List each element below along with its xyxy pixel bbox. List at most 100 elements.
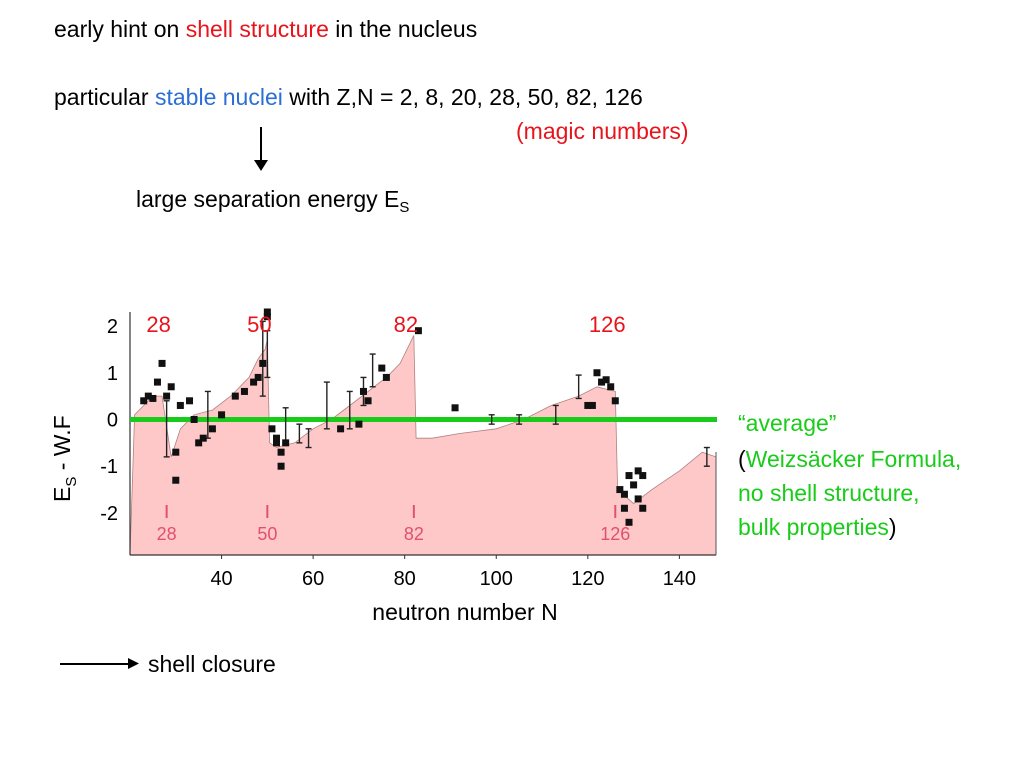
x-axis-title: neutron number N bbox=[372, 599, 557, 625]
data-point-43 bbox=[611, 397, 619, 405]
data-point-31 bbox=[359, 387, 367, 395]
data-point-42 bbox=[607, 383, 615, 391]
x-tick-label-40: 40 bbox=[210, 568, 232, 590]
y-axis-title: ES - W.F bbox=[49, 415, 80, 502]
magic-top-label-82: 82 bbox=[394, 312, 418, 337]
stable-nuclei-text: stable nuclei bbox=[154, 84, 283, 110]
data-point-32 bbox=[364, 397, 372, 405]
data-point-40 bbox=[598, 378, 606, 386]
y-tick-label-0: 0 bbox=[107, 409, 118, 431]
no-shell-structure-text: no shell structure, bbox=[738, 480, 920, 506]
magic-bottom-label-50: 50 bbox=[257, 524, 277, 544]
data-point-51 bbox=[634, 467, 642, 475]
data-point-45 bbox=[620, 490, 628, 498]
data-point-22 bbox=[263, 313, 271, 321]
data-point-18 bbox=[250, 378, 258, 386]
data-point-53 bbox=[639, 504, 647, 512]
header-line-2-post: with Z,N = 2, 8, 20, 28, 50, 82, 126 bbox=[282, 84, 643, 110]
header-line-1-post: in the nucleus bbox=[328, 16, 478, 42]
magic-top-label-126: 126 bbox=[589, 312, 626, 337]
data-point-28 bbox=[282, 439, 290, 447]
y-tick-label-1: 1 bbox=[107, 363, 118, 385]
weizsacker-formula-text: Weizsäcker Formula, bbox=[745, 446, 962, 472]
data-point-44 bbox=[616, 486, 624, 494]
paren-open: ( bbox=[738, 446, 746, 472]
header-line-2-pre: particular bbox=[54, 84, 155, 110]
data-point-12 bbox=[195, 439, 203, 447]
data-point-49 bbox=[630, 481, 638, 489]
x-tick-label-120: 120 bbox=[571, 568, 604, 590]
data-point-9 bbox=[176, 401, 184, 409]
data-point-33 bbox=[378, 364, 386, 372]
data-point-25 bbox=[273, 434, 280, 442]
data-point-4 bbox=[158, 359, 166, 367]
header-line-1-pre: early hint on bbox=[54, 16, 186, 42]
data-point-27 bbox=[277, 462, 285, 470]
data-point-21 bbox=[263, 308, 271, 316]
bulk-properties-line: bulk properties) bbox=[738, 514, 897, 540]
y-tick-label-neg2: -2 bbox=[100, 503, 118, 525]
magic-top-label-50: 50 bbox=[247, 312, 271, 337]
data-point-15 bbox=[218, 411, 226, 419]
data-point-16 bbox=[231, 392, 239, 400]
bulk-properties-text: bulk properties bbox=[738, 514, 889, 540]
y-tick-label-2: 2 bbox=[107, 316, 118, 338]
data-point-46 bbox=[620, 504, 628, 512]
data-point-52 bbox=[639, 472, 647, 480]
x-tick-label-140: 140 bbox=[663, 568, 696, 590]
data-point-8 bbox=[172, 476, 180, 484]
separation-energy-label: large separation energy ES bbox=[136, 186, 409, 216]
average-label: “average” bbox=[738, 410, 837, 436]
magic-bottom-label-28: 28 bbox=[157, 524, 177, 544]
magic-bottom-label-82: 82 bbox=[404, 524, 424, 544]
data-point-6 bbox=[167, 383, 175, 391]
data-point-7 bbox=[172, 448, 180, 456]
data-point-26 bbox=[277, 448, 285, 456]
data-point-2 bbox=[149, 394, 157, 402]
magic-numbers-note: (magic numbers) bbox=[516, 118, 689, 144]
data-point-34 bbox=[382, 373, 390, 381]
data-point-24 bbox=[273, 439, 280, 447]
data-point-13 bbox=[199, 434, 207, 442]
x-tick-label-60: 60 bbox=[302, 568, 324, 590]
data-point-14 bbox=[208, 425, 216, 433]
data-point-20 bbox=[259, 359, 267, 367]
data-point-35 bbox=[414, 327, 422, 335]
shell-structure-text: shell structure bbox=[185, 16, 329, 42]
right-arrow-head-icon bbox=[128, 658, 139, 669]
shell-closure-label: shell closure bbox=[148, 651, 276, 677]
data-point-11 bbox=[190, 415, 198, 423]
data-point-0 bbox=[140, 397, 148, 405]
magic-bottom-label-126: 126 bbox=[600, 524, 630, 544]
x-tick-label-100: 100 bbox=[480, 568, 513, 590]
data-point-38 bbox=[588, 401, 596, 409]
data-point-36 bbox=[451, 404, 459, 412]
data-point-30 bbox=[355, 420, 363, 428]
data-point-17 bbox=[240, 387, 248, 395]
magic-top-label-28: 28 bbox=[146, 312, 170, 337]
data-point-48 bbox=[625, 472, 633, 480]
data-point-19 bbox=[254, 373, 262, 381]
paren-close: ) bbox=[888, 514, 897, 540]
x-tick-label-80: 80 bbox=[394, 568, 416, 590]
data-point-50 bbox=[634, 495, 642, 503]
data-point-37 bbox=[584, 401, 592, 409]
weizsacker-line: (Weizsäcker Formula, bbox=[738, 446, 961, 472]
down-arrow-head-icon bbox=[254, 160, 268, 171]
separation-energy-subscript: S bbox=[399, 199, 410, 216]
separation-energy-text: large separation energy E bbox=[136, 186, 400, 212]
data-point-41 bbox=[602, 376, 610, 384]
header-line-2: particular stable nuclei with Z,N = 2, 8… bbox=[54, 84, 643, 110]
data-point-23 bbox=[268, 425, 276, 433]
data-point-3 bbox=[153, 378, 161, 386]
data-point-1 bbox=[144, 392, 152, 400]
data-point-10 bbox=[186, 397, 194, 405]
data-point-47 bbox=[625, 518, 633, 526]
data-point-5 bbox=[163, 392, 171, 400]
data-point-29 bbox=[337, 425, 345, 433]
header-line-1: early hint on shell structure in the nuc… bbox=[54, 16, 477, 42]
data-point-39 bbox=[593, 369, 601, 377]
down-arrow-shaft bbox=[260, 127, 262, 163]
y-tick-label-neg1: -1 bbox=[100, 456, 118, 478]
